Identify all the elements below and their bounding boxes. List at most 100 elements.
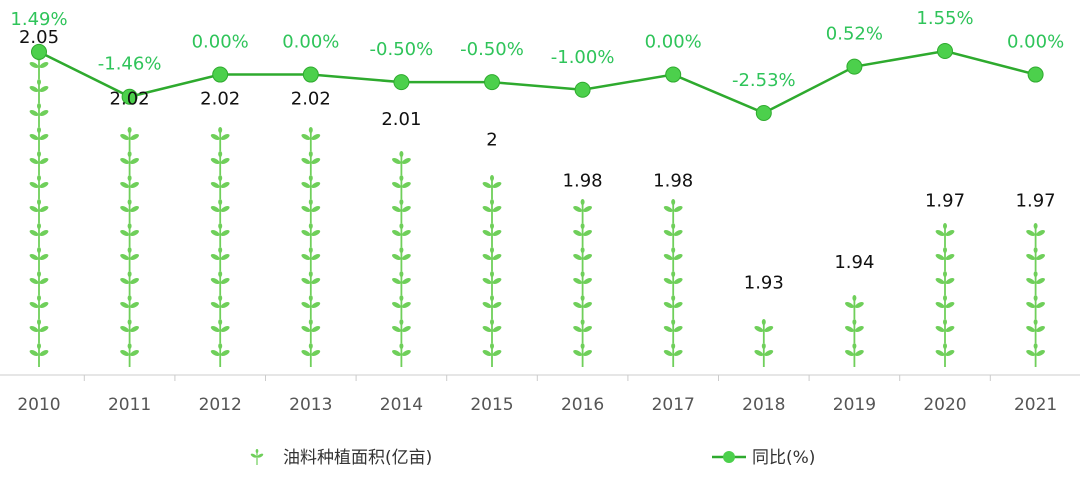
bar-sprout-icon [29,151,49,175]
bar-value-label: 2.02 [291,88,331,109]
bar-value-label: 1.93 [744,273,784,294]
bar-sprout-icon [572,319,593,343]
bar-sprout-icon [119,247,140,271]
bar-sprout-icon [300,175,321,199]
bar-sprout-icon [572,247,593,271]
bar-sprout-icon [572,271,593,295]
bar-value-label: 2.02 [110,88,150,109]
bar-sprout-icon [935,295,955,319]
bar-sprout-icon [119,175,140,199]
bar-sprout-icon [29,79,49,103]
bar-2016 [572,199,593,367]
bar-sprout-icon [1025,319,1046,343]
x-tick-label: 2021 [1014,395,1057,415]
bar-sprout-icon [1025,343,1046,367]
bar-sprout-icon [300,319,321,343]
bar-sprout-icon [300,151,321,175]
bar-2010 [29,55,49,367]
bar-sprout-icon [119,127,140,151]
bar-sprout-icon [29,343,49,367]
yoy-point [665,66,682,83]
bar-value-label: 2.02 [200,88,240,109]
bar-value-label: 1.98 [563,170,603,191]
bar-sprout-icon [119,151,140,175]
yoy-value-label: 0.00% [192,32,249,53]
bar-sprout-icon [663,271,684,295]
yoy-value-label: 0.00% [1007,32,1064,53]
bar-sprout-icon [210,343,231,367]
bars-layer [29,55,1046,367]
yoy-value-label: -0.50% [370,39,434,60]
bar-sprout-icon [210,175,231,199]
x-tick-label: 2020 [923,395,966,415]
bar-sprout-icon [572,343,593,367]
bar-value-label: 1.94 [834,252,874,273]
bar-sprout-icon [844,319,865,343]
yoy-point [937,43,953,59]
bar-2014 [391,151,412,367]
labels-layer: 2.05 2.02 2.02 2.02 2.01 2 1.98 1.98 1.93 1.94 1.9… [10,8,1064,294]
yoy-point [212,66,229,83]
legend-item-yoy: 同比(%) [712,448,815,468]
bar-2020 [935,223,955,367]
legend-label-area: 油料种植面积(亿亩) [283,448,432,468]
bar-value-label: 1.97 [925,191,965,212]
bar-sprout-icon [391,271,412,295]
bar-sprout-icon [210,151,231,175]
bar-value-label: 2 [486,129,497,150]
bar-sprout-icon [210,295,231,319]
bar-2011 [119,127,140,367]
bar-sprout-icon [663,199,684,223]
bar-sprout-icon [300,343,321,367]
bar-sprout-icon [300,271,321,295]
bar-sprout-icon [482,175,502,199]
bar-sprout-icon [663,319,684,343]
bar-2019 [844,295,865,367]
bar-sprout-icon [1025,271,1046,295]
x-tick-label: 2017 [652,395,695,415]
bar-sprout-icon [29,199,49,223]
legend: 油料种植面积(亿亩) 同比(%) [250,448,815,468]
bar-sprout-icon [663,247,684,271]
bar-sprout-icon [391,199,412,223]
yoy-point [755,105,772,121]
bar-2015 [482,175,502,367]
bar-sprout-icon [300,223,321,247]
bar-2012 [210,127,231,367]
legend-item-area: 油料种植面积(亿亩) [250,448,432,468]
legend-marker-icon [723,451,735,463]
bar-sprout-icon [210,319,231,343]
bar-sprout-icon [1025,223,1046,247]
bar-sprout-icon [29,223,49,247]
bar-sprout-icon [119,223,140,247]
bar-sprout-icon [29,127,49,151]
x-tick-label: 2010 [17,395,60,415]
bar-sprout-icon [482,199,502,223]
bar-sprout-icon [391,319,412,343]
yoy-value-label: -2.53% [732,70,796,91]
bar-sprout-icon [29,295,49,319]
yoy-line [38,49,1036,115]
bar-sprout-icon [119,199,140,223]
bar-sprout-icon [844,343,865,367]
bar-sprout-icon [300,199,321,223]
yoy-value-label: -1.00% [551,47,615,68]
bar-value-label: 2.01 [381,109,421,130]
bar-sprout-icon [210,247,231,271]
legend-label-yoy: 同比(%) [752,448,815,468]
yoy-value-label: -0.50% [460,39,524,60]
bar-sprout-icon [572,223,593,247]
bar-2018 [753,319,774,367]
bar-sprout-icon [482,271,502,295]
bar-sprout-icon [482,223,502,247]
bar-2013 [300,127,321,367]
bar-sprout-icon [391,151,412,175]
bar-sprout-icon [210,223,231,247]
bar-sprout-icon [482,247,502,271]
yoy-point [484,74,500,91]
yoy-point [393,74,410,91]
x-tick-label: 2016 [561,395,604,415]
bar-sprout-icon [844,295,865,319]
bar-sprout-icon [935,271,955,295]
bar-sprout-icon [29,247,49,271]
